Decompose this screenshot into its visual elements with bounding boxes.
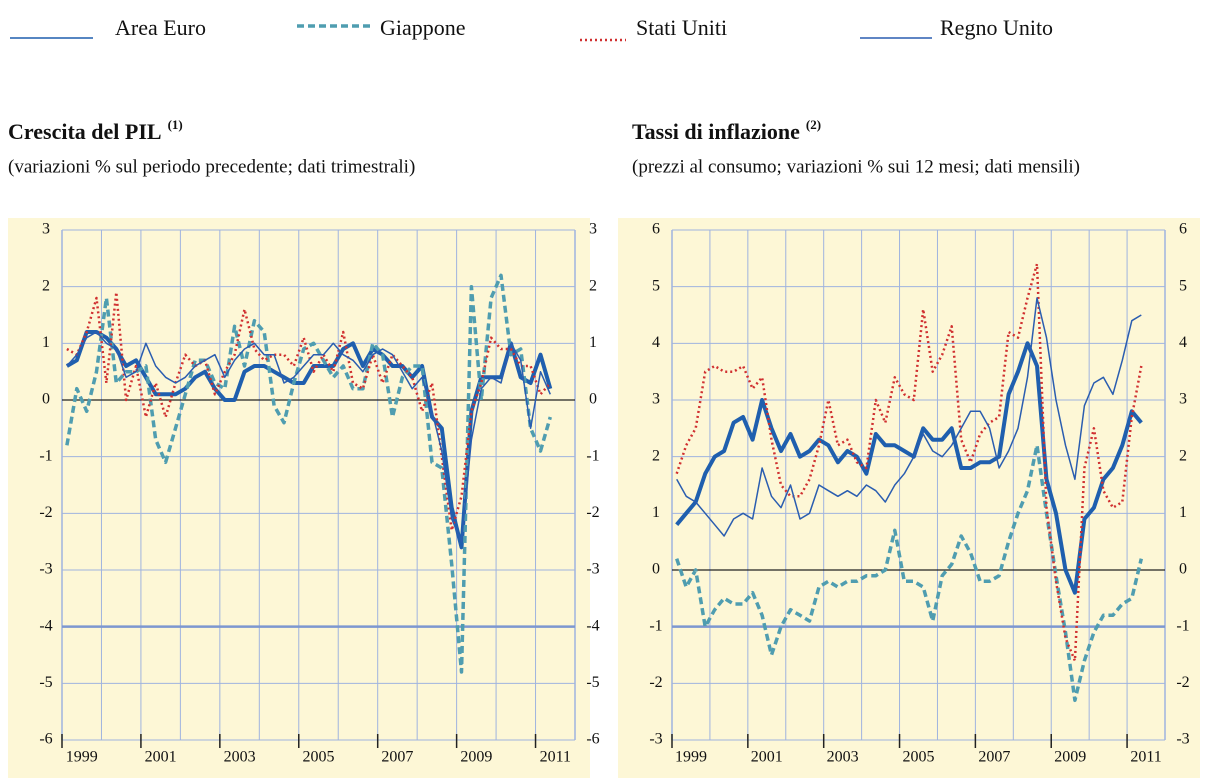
legend-label: Area Euro (115, 15, 206, 40)
chart-subtitle: (variazioni % sul periodo precedente; da… (8, 156, 415, 177)
y2-tick-label: -5 (586, 674, 599, 691)
y-tick-label: 5 (652, 277, 660, 294)
y-tick-label: -5 (39, 674, 52, 691)
series-line (66, 331, 551, 543)
y2-tick-label: 1 (1179, 504, 1187, 521)
y2-tick-label: 1 (589, 334, 597, 351)
panel-background (618, 218, 1200, 778)
y-tick-label: -3 (39, 561, 52, 578)
x-tick-label: 1999 (66, 749, 98, 766)
legend-label: Stati Uniti (636, 15, 727, 40)
y-tick-label: 3 (652, 391, 660, 408)
x-tick-label: 2011 (540, 749, 571, 766)
y2-tick-label: -2 (586, 504, 599, 521)
x-tick-label: 2003 (224, 749, 256, 766)
y2-tick-label: 3 (589, 221, 597, 238)
y-tick-label: 6 (652, 221, 660, 238)
series-line: Regno Unito (676, 297, 1142, 537)
y-tick-label: 2 (42, 277, 50, 294)
chart-title: Tassi di inflazione (2) (632, 117, 821, 144)
legend-label: Regno Unito (940, 15, 1053, 40)
y-tick-label: -2 (649, 674, 662, 691)
y2-tick-label: -1 (1176, 617, 1189, 634)
y-tick-label: -6 (39, 731, 52, 748)
x-tick-label: 2001 (145, 749, 177, 766)
x-tick-label: 2007 (381, 749, 413, 766)
y2-tick-label: 3 (1179, 391, 1187, 408)
y2-tick-label: -4 (586, 617, 599, 634)
y-tick-label: -3 (649, 731, 662, 748)
y-tick-label: -2 (39, 504, 52, 521)
y2-tick-label: -3 (586, 561, 599, 578)
y2-tick-label: -3 (1176, 731, 1189, 748)
x-tick-label: 2007 (978, 749, 1010, 766)
y-tick-label: -4 (39, 617, 52, 634)
x-tick-label: 2005 (303, 749, 335, 766)
x-tick-label: 2001 (751, 749, 783, 766)
series-line (65, 273, 552, 674)
legend-label: Giappone (380, 15, 466, 40)
y2-tick-label: -1 (586, 447, 599, 464)
y2-tick-label: -2 (1176, 674, 1189, 691)
title-note: (1) (168, 117, 183, 132)
x-tick-label: 2005 (903, 749, 935, 766)
y-tick-label: 1 (652, 504, 660, 521)
y2-tick-label: 5 (1179, 277, 1187, 294)
chart-title: Crescita del PIL (1) (8, 117, 183, 144)
y2-tick-label: -6 (586, 731, 599, 748)
y-tick-label: -1 (39, 447, 52, 464)
title-note: (2) (806, 117, 821, 132)
y-tick-label: 1 (42, 334, 50, 351)
y-tick-label: 0 (652, 561, 660, 578)
x-tick-label: 2003 (827, 749, 859, 766)
y2-tick-label: 6 (1179, 221, 1187, 238)
y-tick-label: 2 (652, 447, 660, 464)
y2-tick-label: 2 (589, 277, 597, 294)
y-tick-label: 4 (652, 334, 660, 351)
series-line: Area Euro (675, 341, 1143, 595)
chart-subtitle: (prezzi al consumo; variazioni % sui 12 … (632, 156, 1080, 177)
y-tick-label: 3 (42, 221, 50, 238)
y2-tick-label: 0 (589, 391, 597, 408)
y-tick-label: 0 (42, 391, 50, 408)
y2-tick-label: 2 (1179, 447, 1187, 464)
x-tick-label: 2011 (1130, 749, 1161, 766)
x-tick-label: 2009 (460, 749, 492, 766)
y2-tick-label: 4 (1179, 334, 1187, 351)
series-line: Stati Uniti (675, 262, 1143, 662)
y2-tick-label: 0 (1179, 561, 1187, 578)
y-tick-label: -1 (649, 617, 662, 634)
series-line: Giappone (675, 443, 1144, 703)
x-tick-label: 1999 (675, 749, 707, 766)
x-tick-label: 2009 (1054, 749, 1086, 766)
